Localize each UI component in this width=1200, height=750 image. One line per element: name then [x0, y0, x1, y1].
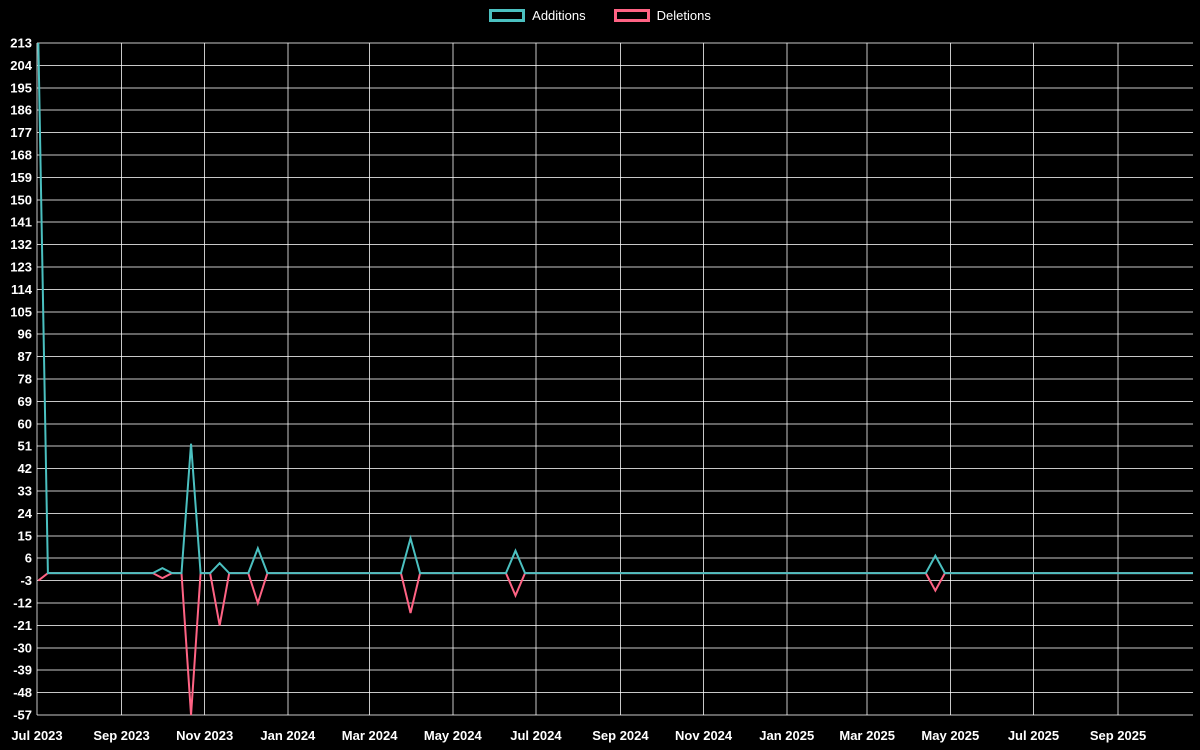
- svg-text:150: 150: [10, 192, 32, 207]
- svg-text:105: 105: [10, 304, 32, 319]
- svg-text:Jul 2025: Jul 2025: [1008, 728, 1059, 743]
- svg-text:60: 60: [18, 416, 32, 431]
- svg-text:-3: -3: [20, 573, 32, 588]
- deletions-line: [37, 572, 1193, 716]
- svg-text:Nov 2023: Nov 2023: [176, 728, 233, 743]
- svg-text:15: 15: [18, 528, 32, 543]
- legend-swatch-additions: [489, 9, 526, 22]
- svg-text:Jul 2024: Jul 2024: [510, 728, 562, 743]
- svg-text:Sep 2025: Sep 2025: [1090, 728, 1146, 743]
- svg-text:168: 168: [10, 148, 32, 163]
- svg-text:78: 78: [18, 372, 32, 387]
- svg-text:May 2025: May 2025: [921, 728, 979, 743]
- svg-text:May 2024: May 2024: [424, 728, 483, 743]
- svg-text:Sep 2023: Sep 2023: [93, 728, 149, 743]
- svg-text:6: 6: [25, 551, 32, 566]
- svg-text:-12: -12: [13, 596, 32, 611]
- svg-text:96: 96: [18, 327, 32, 342]
- svg-text:-30: -30: [13, 640, 32, 655]
- svg-text:213: 213: [10, 36, 32, 51]
- svg-text:-21: -21: [13, 618, 32, 633]
- svg-text:186: 186: [10, 103, 32, 118]
- legend-item-deletions[interactable]: Deletions: [613, 8, 711, 23]
- svg-text:195: 195: [10, 80, 32, 95]
- svg-text:Nov 2024: Nov 2024: [675, 728, 733, 743]
- svg-text:204: 204: [10, 58, 32, 73]
- svg-text:Jan 2024: Jan 2024: [260, 728, 316, 743]
- svg-text:-39: -39: [13, 663, 32, 678]
- svg-text:24: 24: [18, 506, 33, 521]
- svg-text:42: 42: [18, 461, 32, 476]
- svg-text:69: 69: [18, 394, 32, 409]
- svg-text:114: 114: [11, 282, 33, 297]
- svg-text:159: 159: [10, 170, 32, 185]
- svg-text:Mar 2024: Mar 2024: [342, 728, 398, 743]
- svg-text:51: 51: [18, 439, 32, 454]
- svg-text:132: 132: [10, 237, 32, 252]
- svg-text:Sep 2024: Sep 2024: [592, 728, 649, 743]
- legend-label-deletions: Deletions: [656, 8, 711, 23]
- additions-line: [37, 42, 1193, 575]
- svg-text:87: 87: [18, 349, 32, 364]
- legend-label-additions: Additions: [532, 8, 586, 23]
- svg-text:Mar 2025: Mar 2025: [839, 728, 895, 743]
- svg-text:123: 123: [10, 260, 32, 275]
- svg-text:-57: -57: [13, 708, 32, 723]
- svg-text:33: 33: [18, 484, 32, 499]
- svg-text:-48: -48: [13, 685, 32, 700]
- svg-text:Jul 2023: Jul 2023: [11, 728, 62, 743]
- legend-swatch-deletions: [613, 9, 650, 22]
- svg-text:Jan 2025: Jan 2025: [759, 728, 814, 743]
- legend: Additions Deletions: [0, 8, 1200, 23]
- svg-text:141: 141: [10, 215, 32, 230]
- legend-item-additions[interactable]: Additions: [489, 8, 586, 23]
- svg-text:177: 177: [10, 125, 32, 140]
